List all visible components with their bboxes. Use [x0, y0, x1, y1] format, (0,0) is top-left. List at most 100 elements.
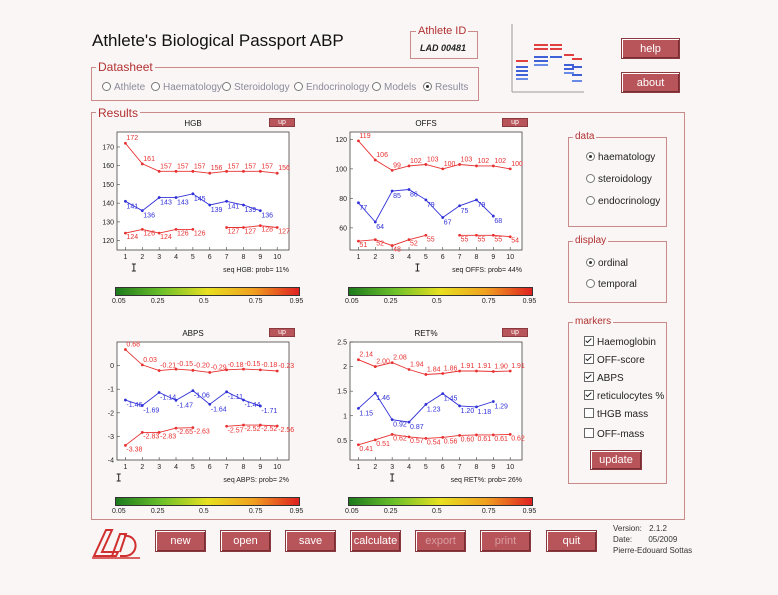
- colorbar-tick-label: 0.5: [198, 508, 209, 515]
- about-button[interactable]: about: [621, 72, 680, 93]
- data-label-value: 141: [228, 203, 240, 210]
- data-label-value: 143: [160, 200, 172, 207]
- data-label-value: -1.47: [177, 402, 193, 409]
- chart-up-button[interactable]: up: [502, 118, 528, 127]
- data-point-lower: [373, 238, 377, 242]
- data-label-value: 0.87: [410, 424, 424, 431]
- datasheet-option-athlete[interactable]: Athlete: [102, 82, 145, 93]
- colorbar-tick-label: 0.75: [481, 298, 496, 305]
- radio-steroidology[interactable]: [222, 82, 231, 91]
- chart-2: ABPS-4-3-2-101 2 3 4 5 6 7 8 9 100.680.03-0.21 -0.…: [108, 329, 294, 484]
- x-tick-label: 2: [373, 254, 377, 261]
- data-point-value: [258, 404, 262, 408]
- open-button[interactable]: open: [220, 530, 271, 552]
- chart-axes: [116, 131, 290, 251]
- quit-button[interactable]: quit: [546, 530, 597, 552]
- data-label-upper: 103: [461, 156, 473, 163]
- lad-logo-icon: [92, 529, 140, 559]
- data-label-upper: 157: [177, 163, 189, 170]
- radio-temporal[interactable]: [586, 279, 595, 288]
- y-tick-label: 160: [102, 163, 114, 170]
- marker-haemoglobin[interactable]: Haemoglobin: [584, 336, 656, 348]
- data-point-upper: [225, 368, 229, 372]
- data-option-steroidology[interactable]: steroidology: [586, 174, 652, 185]
- radio-results[interactable]: [423, 82, 432, 91]
- checkbox-thgb-mass[interactable]: [584, 408, 594, 418]
- datasheet-option-models[interactable]: Models: [372, 82, 416, 93]
- radio-steroidology[interactable]: [586, 174, 595, 183]
- marker-off-score[interactable]: OFF-score: [584, 354, 645, 366]
- data-label-upper: -0.15: [177, 361, 193, 368]
- new-button[interactable]: new: [155, 530, 206, 552]
- help-button[interactable]: help: [621, 38, 680, 59]
- data-point-upper: [357, 139, 360, 143]
- chart-up-button[interactable]: up: [269, 118, 295, 127]
- display-option-ordinal[interactable]: ordinal: [586, 258, 628, 269]
- x-tick-label: 6: [208, 464, 212, 471]
- checkbox-abps[interactable]: [584, 372, 594, 382]
- data-label-value: 1.29: [494, 403, 508, 410]
- radio-ordinal[interactable]: [586, 258, 595, 267]
- save-button[interactable]: save: [285, 530, 336, 552]
- display-option-temporal[interactable]: temporal: [586, 279, 637, 290]
- data-label-value: 67: [444, 220, 452, 227]
- marker-thgb-mass[interactable]: tHGB mass: [584, 408, 648, 420]
- data-point-value: [475, 198, 478, 202]
- chart-up-button[interactable]: up: [502, 328, 528, 337]
- y-tick-label: 170: [102, 144, 114, 151]
- y-tick-label: 100: [335, 166, 347, 173]
- data-label-upper: 0.68: [126, 342, 140, 349]
- data-label-upper: -0.23: [278, 363, 294, 370]
- radio-athlete[interactable]: [102, 82, 111, 91]
- datasheet-option-endocrinology[interactable]: Endocrinology: [294, 82, 369, 93]
- checkbox-haemoglobin[interactable]: [584, 336, 594, 346]
- checkbox-reticulocytes[interactable]: [584, 390, 594, 400]
- print-button[interactable]: print: [480, 530, 531, 552]
- series-line-upper: [125, 142, 278, 174]
- results-label: Results: [96, 106, 141, 120]
- checkbox-off-score[interactable]: [584, 354, 594, 364]
- data-point-lower: [407, 238, 411, 242]
- export-button[interactable]: export: [415, 530, 466, 552]
- radio-endocrinology[interactable]: [294, 82, 303, 91]
- data-label-lower: 54: [511, 238, 519, 245]
- probability-marker-icon: [390, 473, 395, 482]
- data-point-value: [357, 201, 360, 205]
- datasheet-option-steroidology[interactable]: Steroidology: [222, 82, 290, 93]
- data-point-value: [140, 404, 144, 407]
- marker-abps[interactable]: ABPS: [584, 372, 624, 384]
- data-option-endocrinology[interactable]: endocrinology: [586, 196, 660, 207]
- chart-0: HGB 120 130 140 150 160 170 1 2 3 4 5 6 7 8 9 10 172 161 15…: [102, 119, 290, 274]
- data-point-lower: [491, 433, 495, 437]
- data-label-upper: 102: [410, 158, 422, 165]
- data-point-value: [491, 214, 495, 218]
- data-label-value: -1.06: [194, 393, 210, 400]
- radio-endocrinology[interactable]: [586, 196, 595, 205]
- datasheet-option-label: Models: [384, 82, 417, 93]
- data-point-value: [242, 398, 245, 402]
- series-line-lower: [226, 225, 278, 228]
- radio-haematology[interactable]: [586, 152, 595, 161]
- data-point-upper: [191, 368, 195, 372]
- chart-status: seq HGB: prob= 11%: [223, 267, 289, 274]
- data-label-value: -1.71: [261, 408, 277, 415]
- data-point-lower: [242, 226, 245, 229]
- data-option-haematology[interactable]: haematology: [586, 152, 655, 163]
- data-point-value: [424, 198, 428, 202]
- data-label-lower: -2.57: [228, 427, 244, 434]
- radio-haematology[interactable]: [151, 82, 160, 91]
- radio-models[interactable]: [372, 82, 381, 91]
- marker-reticulocytes[interactable]: reticulocytes %: [584, 390, 664, 402]
- datasheet-option-results[interactable]: Results: [423, 82, 468, 93]
- x-tick-label: 3: [157, 254, 161, 261]
- data-label-upper: 102: [494, 158, 506, 165]
- update-button[interactable]: update: [590, 450, 642, 470]
- checkbox-off-mass[interactable]: [584, 428, 594, 438]
- data-point-value: [208, 203, 212, 207]
- calculate-button[interactable]: calculate: [350, 530, 401, 552]
- data-label-lower: 51: [359, 242, 367, 249]
- x-tick-label: 9: [491, 254, 495, 261]
- marker-off-mass[interactable]: OFF-mass: [584, 428, 644, 440]
- datasheet-option-haematology[interactable]: Haematology: [151, 82, 222, 93]
- chart-up-button[interactable]: up: [269, 328, 295, 337]
